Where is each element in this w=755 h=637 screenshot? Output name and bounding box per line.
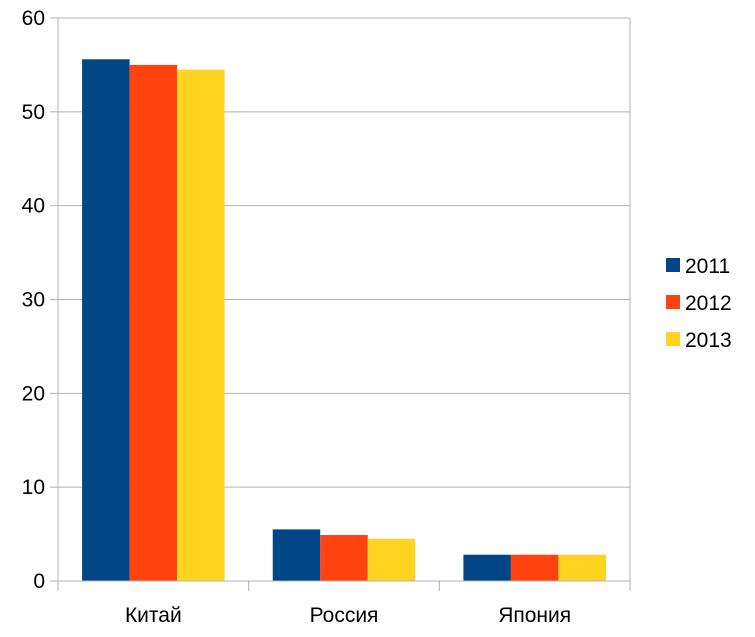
legend-label-2011: 2011 bbox=[685, 255, 730, 278]
x-tick-label: Япония bbox=[498, 604, 571, 627]
y-tick-label: 50 bbox=[22, 101, 45, 124]
bar-2011-2 bbox=[463, 554, 511, 581]
bars bbox=[82, 59, 606, 581]
bar-2013-2 bbox=[558, 554, 606, 581]
bar-2012-1 bbox=[320, 535, 368, 581]
legend-swatch-2012 bbox=[666, 295, 680, 309]
y-tick-label: 20 bbox=[22, 382, 45, 405]
y-tick-label: 10 bbox=[22, 476, 45, 499]
bar-2011-0 bbox=[82, 59, 130, 581]
y-tick-label: 40 bbox=[22, 195, 45, 218]
y-tick-labels: 0 10 20 30 40 50 60 bbox=[22, 7, 45, 593]
x-tick-label: Китай bbox=[125, 604, 182, 627]
legend-label-2013: 2013 bbox=[685, 329, 732, 352]
legend-swatch-2013 bbox=[666, 332, 680, 346]
bar-2013-0 bbox=[177, 69, 225, 581]
bar-2013-1 bbox=[367, 538, 416, 581]
axes bbox=[50, 17, 631, 591]
x-tick-label: Россия bbox=[310, 604, 379, 627]
bar-2011-1 bbox=[272, 529, 321, 581]
y-tick-label: 0 bbox=[33, 570, 45, 593]
x-tick-labels: Китай Россия Япония bbox=[125, 604, 571, 627]
legend-label-2012: 2012 bbox=[685, 292, 732, 315]
y-tick-label: 60 bbox=[22, 7, 45, 30]
legend-swatch-2011 bbox=[666, 258, 680, 272]
bar-2012-2 bbox=[510, 554, 559, 581]
y-tick-label: 30 bbox=[22, 289, 45, 312]
bar-2012-0 bbox=[129, 64, 178, 581]
legend: 2011 2012 2013 bbox=[666, 255, 732, 352]
